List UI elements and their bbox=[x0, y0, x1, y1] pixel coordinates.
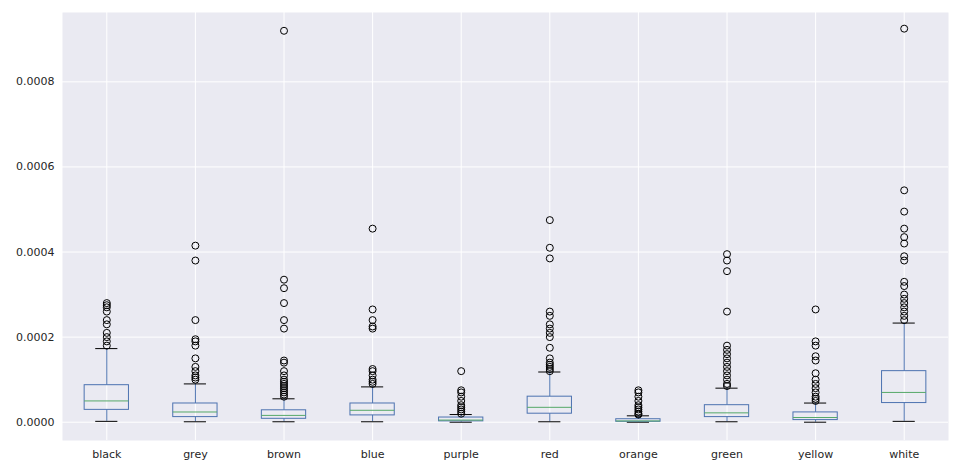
svg-text:brown: brown bbox=[267, 448, 301, 461]
svg-text:0.0004: 0.0004 bbox=[16, 246, 55, 259]
svg-text:grey: grey bbox=[183, 448, 208, 461]
svg-text:blue: blue bbox=[361, 448, 385, 461]
svg-text:0.0006: 0.0006 bbox=[16, 160, 55, 173]
svg-text:orange: orange bbox=[619, 448, 658, 461]
svg-text:green: green bbox=[711, 448, 743, 461]
svg-text:0.0008: 0.0008 bbox=[16, 75, 55, 88]
svg-text:white: white bbox=[889, 448, 919, 461]
svg-text:yellow: yellow bbox=[798, 448, 833, 461]
svg-text:0.0000: 0.0000 bbox=[16, 416, 55, 429]
svg-text:black: black bbox=[92, 448, 122, 461]
svg-text:red: red bbox=[541, 448, 559, 461]
svg-text:purple: purple bbox=[444, 448, 480, 461]
svg-text:0.0002: 0.0002 bbox=[16, 331, 55, 344]
